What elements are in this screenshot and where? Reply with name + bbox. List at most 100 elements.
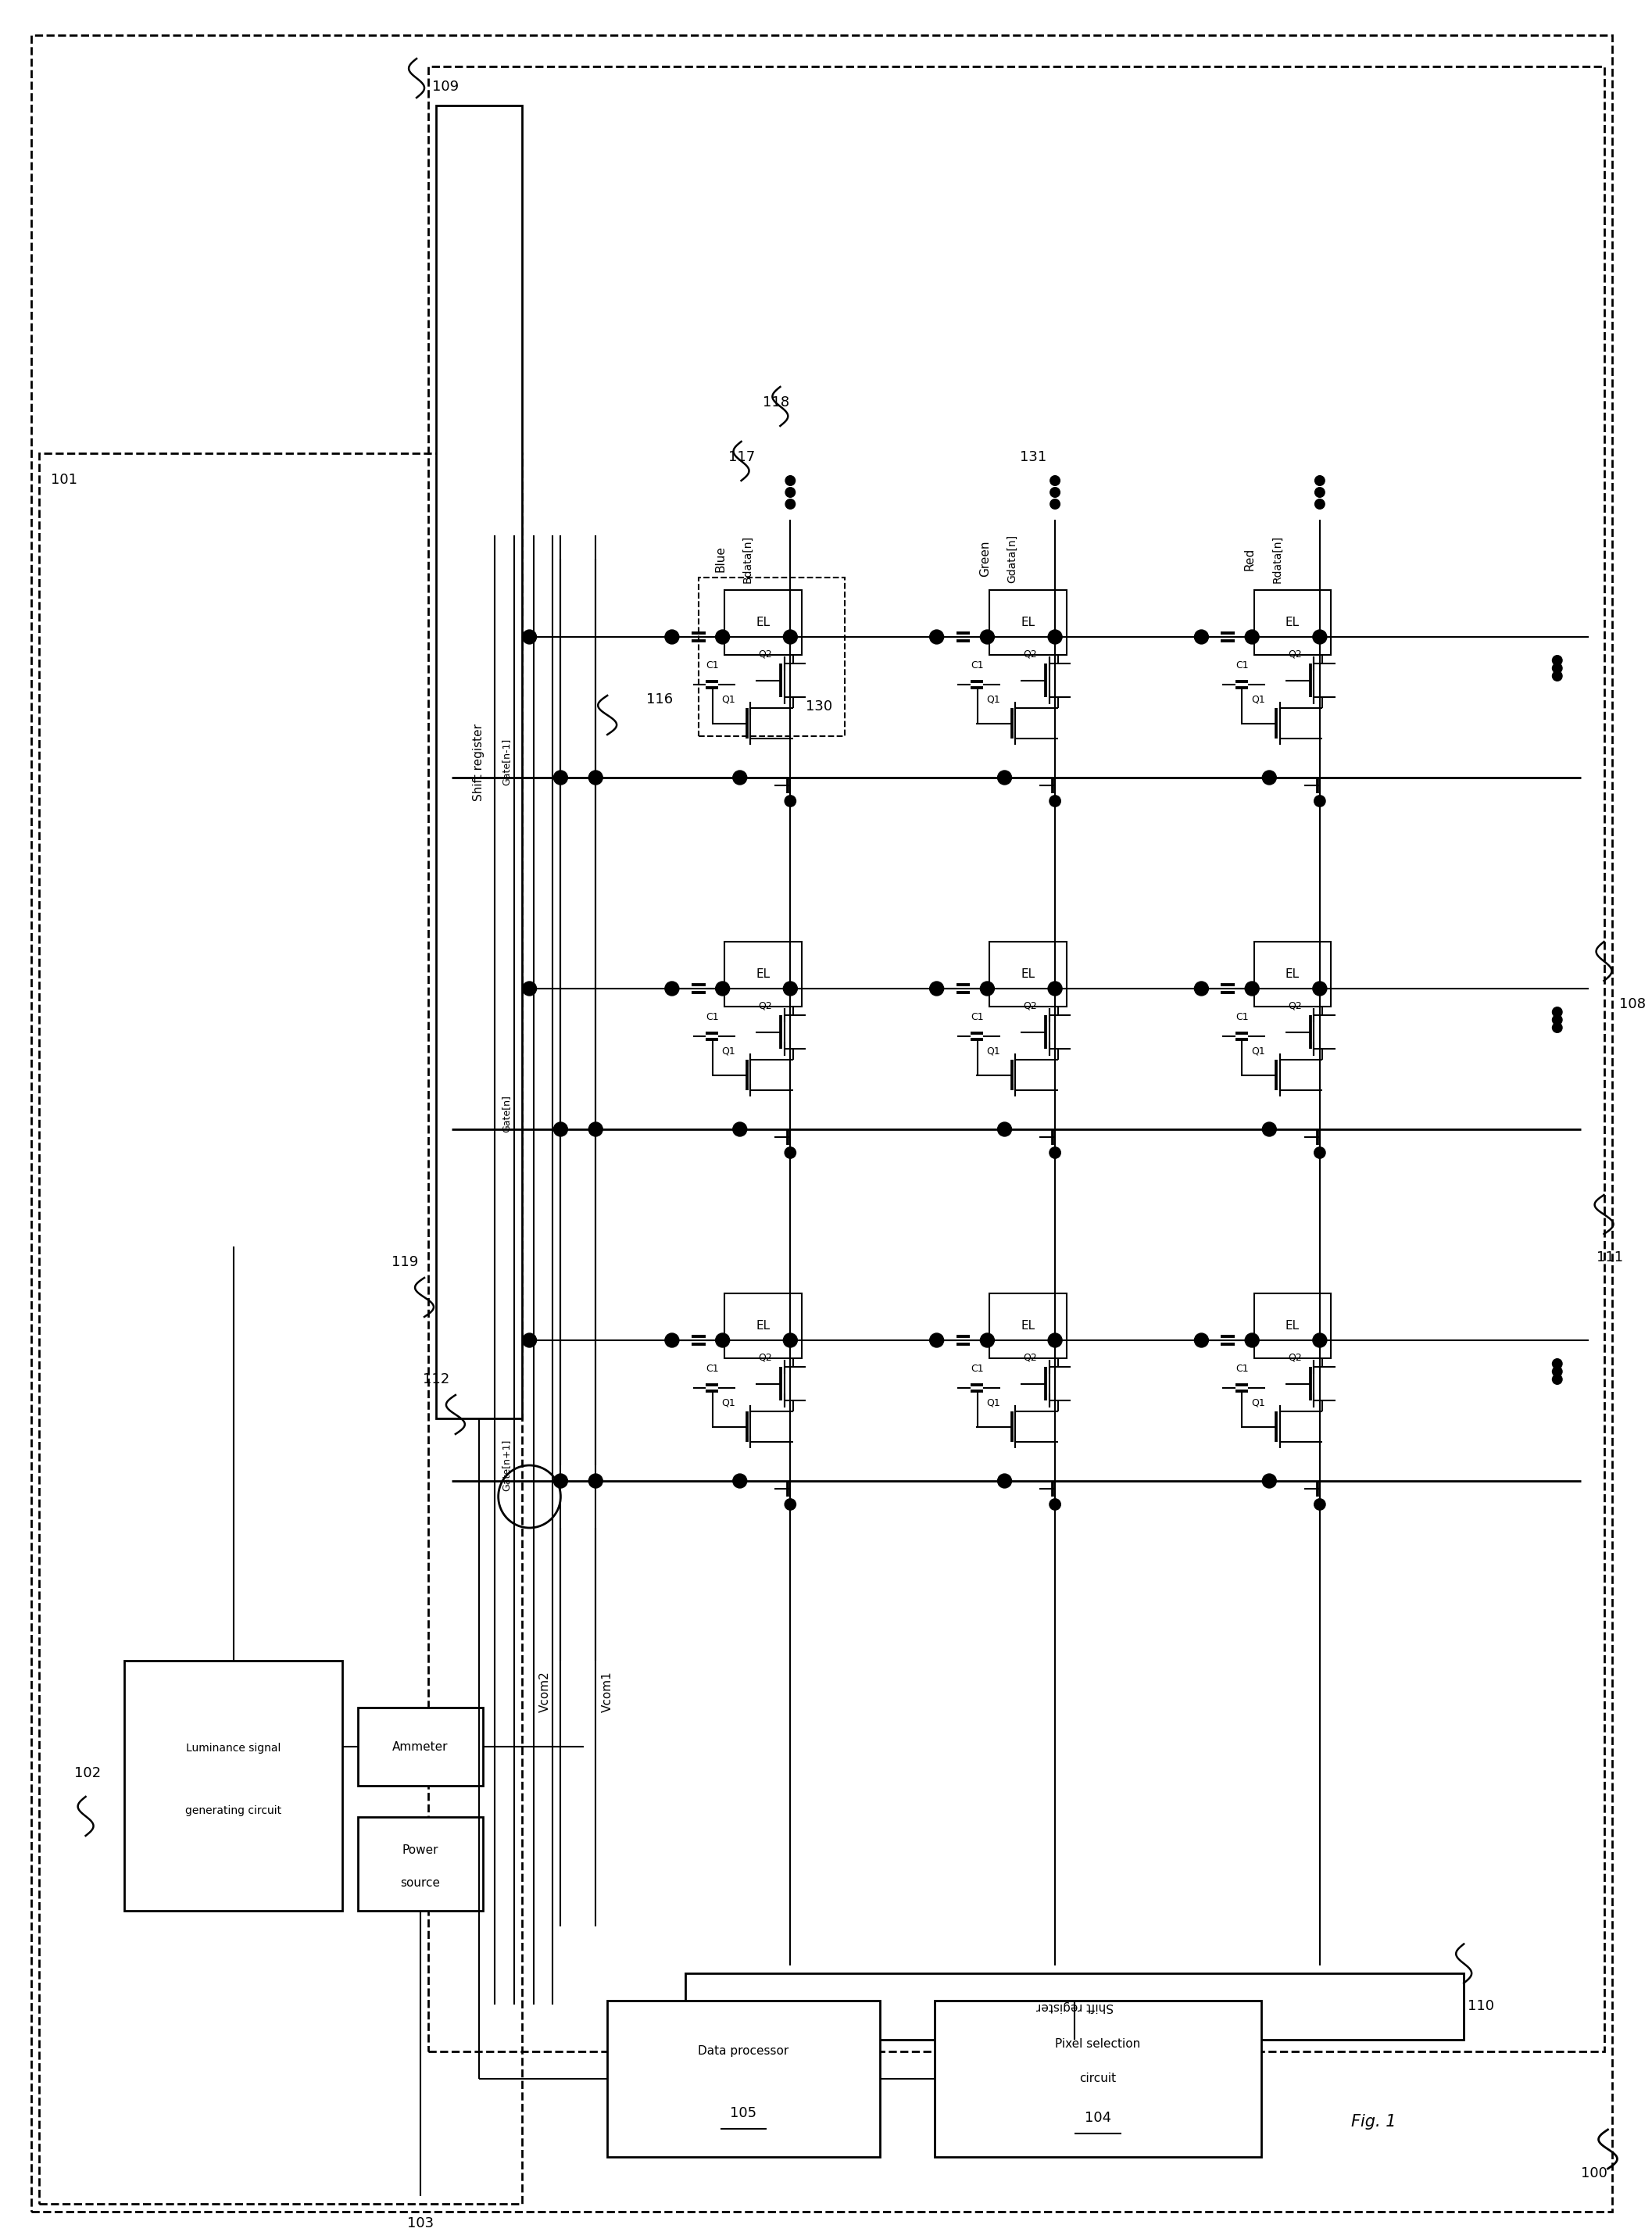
Text: Q2: Q2 (1023, 649, 1037, 658)
Text: EL: EL (1285, 616, 1300, 629)
Text: 118: 118 (763, 396, 790, 410)
Text: 111: 111 (1596, 1249, 1622, 1265)
Text: Q1: Q1 (722, 694, 735, 705)
Circle shape (1047, 981, 1062, 996)
Text: EL: EL (1285, 1319, 1300, 1332)
Circle shape (1246, 1332, 1259, 1348)
FancyBboxPatch shape (436, 105, 522, 1420)
Circle shape (522, 1332, 537, 1348)
Text: 100: 100 (1581, 2167, 1607, 2181)
Text: C1: C1 (1236, 661, 1249, 672)
Circle shape (1315, 795, 1325, 806)
Circle shape (1315, 1498, 1325, 1509)
Text: Q1: Q1 (986, 694, 1001, 705)
Text: Data processor: Data processor (699, 2044, 790, 2055)
Circle shape (785, 499, 795, 508)
Circle shape (1194, 629, 1208, 645)
Circle shape (930, 1332, 943, 1348)
Circle shape (1246, 981, 1259, 996)
FancyBboxPatch shape (1254, 943, 1332, 1005)
Circle shape (588, 1122, 603, 1137)
Text: Gate[n-1]: Gate[n-1] (501, 739, 510, 786)
FancyBboxPatch shape (990, 943, 1066, 1005)
Circle shape (1047, 1332, 1062, 1348)
Text: Q2: Q2 (1289, 1352, 1302, 1361)
Text: Q2: Q2 (758, 1001, 771, 1010)
Text: Q1: Q1 (1251, 1397, 1265, 1408)
Circle shape (1553, 672, 1563, 681)
Circle shape (1553, 663, 1563, 674)
Circle shape (1553, 1008, 1563, 1017)
Circle shape (1553, 1375, 1563, 1384)
Circle shape (998, 1473, 1011, 1489)
FancyBboxPatch shape (686, 1973, 1464, 2040)
Text: C1: C1 (971, 1364, 983, 1375)
Circle shape (1553, 1359, 1563, 1368)
Circle shape (666, 1332, 679, 1348)
Text: Q1: Q1 (1251, 1046, 1265, 1057)
Circle shape (980, 629, 995, 645)
Text: 116: 116 (646, 692, 672, 708)
Circle shape (1313, 981, 1327, 996)
Circle shape (1194, 1332, 1208, 1348)
Text: Shift register: Shift register (1036, 2002, 1113, 2013)
Circle shape (980, 981, 995, 996)
Text: EL: EL (1021, 967, 1034, 981)
FancyBboxPatch shape (1254, 1294, 1332, 1357)
Text: C1: C1 (971, 1012, 983, 1023)
Circle shape (783, 629, 798, 645)
FancyBboxPatch shape (608, 2002, 881, 2156)
Circle shape (785, 1498, 796, 1509)
Circle shape (1194, 981, 1208, 996)
Text: Blue: Blue (714, 546, 727, 571)
Text: Luminance signal: Luminance signal (187, 1742, 281, 1753)
Text: Q2: Q2 (1289, 649, 1302, 658)
Circle shape (1262, 1473, 1277, 1489)
Circle shape (930, 981, 943, 996)
Text: 131: 131 (1019, 450, 1047, 463)
Text: Gate[n]: Gate[n] (501, 1095, 510, 1133)
Text: 110: 110 (1467, 1999, 1495, 2013)
Circle shape (522, 629, 537, 645)
Text: 108: 108 (1619, 996, 1645, 1012)
Text: C1: C1 (705, 1012, 719, 1023)
Text: 105: 105 (730, 2107, 757, 2120)
Text: Power: Power (403, 1845, 439, 1856)
Text: Q1: Q1 (986, 1397, 1001, 1408)
Circle shape (930, 629, 943, 645)
Text: Bdata[n]: Bdata[n] (742, 535, 753, 582)
Text: EL: EL (1021, 1319, 1034, 1332)
Circle shape (553, 1473, 568, 1489)
Text: 104: 104 (1084, 2111, 1112, 2125)
Circle shape (1315, 475, 1325, 486)
FancyBboxPatch shape (358, 1708, 482, 1787)
Circle shape (1553, 1014, 1563, 1025)
Text: Vcom2: Vcom2 (539, 1670, 550, 1713)
Text: Q1: Q1 (722, 1397, 735, 1408)
Circle shape (785, 475, 795, 486)
Circle shape (1315, 1146, 1325, 1158)
Circle shape (1313, 1332, 1327, 1348)
Text: EL: EL (757, 616, 770, 629)
Circle shape (553, 1122, 568, 1137)
Circle shape (733, 770, 747, 784)
Text: Shift register: Shift register (472, 723, 484, 802)
Circle shape (1246, 629, 1259, 645)
Text: C1: C1 (1236, 1012, 1249, 1023)
Circle shape (1051, 475, 1061, 486)
Circle shape (783, 981, 798, 996)
Text: C1: C1 (1236, 1364, 1249, 1375)
Circle shape (715, 629, 730, 645)
Circle shape (1262, 770, 1277, 784)
Circle shape (998, 770, 1011, 784)
Text: 109: 109 (433, 81, 459, 94)
Text: Ammeter: Ammeter (393, 1740, 448, 1753)
Circle shape (1049, 1498, 1061, 1509)
Text: 117: 117 (729, 450, 755, 463)
Circle shape (1049, 1146, 1061, 1158)
Circle shape (666, 981, 679, 996)
Circle shape (1051, 488, 1061, 497)
Circle shape (785, 488, 795, 497)
Text: 101: 101 (51, 472, 78, 486)
FancyBboxPatch shape (725, 943, 801, 1005)
